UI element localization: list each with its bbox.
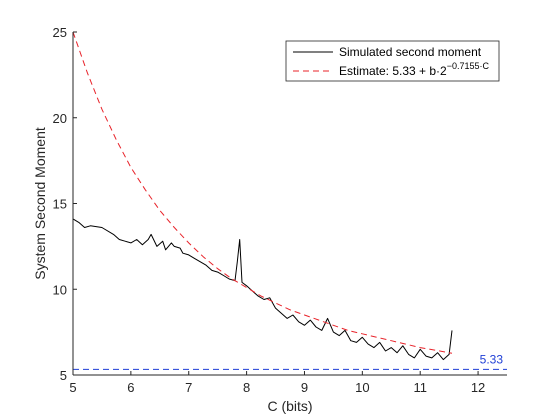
y-tick-label: 20 <box>53 111 67 126</box>
plot-area <box>73 32 507 375</box>
y-tick-label: 15 <box>53 197 67 212</box>
y-axis-label: System Second Moment <box>32 127 48 280</box>
reference-line-label-0: 5.33 <box>480 352 504 366</box>
x-tick-label: 5 <box>69 380 76 395</box>
y-tick-label: 10 <box>53 282 67 297</box>
legend-box <box>285 40 500 82</box>
y-tick-label: 5 <box>60 368 67 383</box>
y-tick-label: 25 <box>53 25 67 40</box>
ticks: 5 6 7 8 9 10 11 12 5 10 15 20 25 <box>53 25 486 395</box>
x-tick-label: 10 <box>355 380 369 395</box>
x-axis-label: C (bits) <box>267 398 312 414</box>
legend-label-simulated: Simulated second moment <box>339 45 482 59</box>
legend-label-estimate-exponent: −0.7155·C <box>447 61 490 71</box>
legend: Simulated second moment Estimate: 5.33 +… <box>285 40 500 82</box>
x-tick-label: 6 <box>127 380 134 395</box>
legend-label-estimate: Estimate: 5.33 + b·2−0.7155·C <box>339 61 490 78</box>
x-tick-label: 7 <box>185 380 192 395</box>
reference-lines: 5.33 <box>73 352 507 370</box>
series-line-simulated <box>72 218 453 361</box>
legend-label-estimate-base: Estimate: 5.33 + b·2 <box>339 64 447 78</box>
x-tick-label: 12 <box>471 380 485 395</box>
x-tick-label: 9 <box>301 380 308 395</box>
x-tick-label: 8 <box>243 380 250 395</box>
series-line-estimate <box>72 31 453 354</box>
x-tick-label: 11 <box>413 380 427 395</box>
series-layer <box>72 31 453 361</box>
